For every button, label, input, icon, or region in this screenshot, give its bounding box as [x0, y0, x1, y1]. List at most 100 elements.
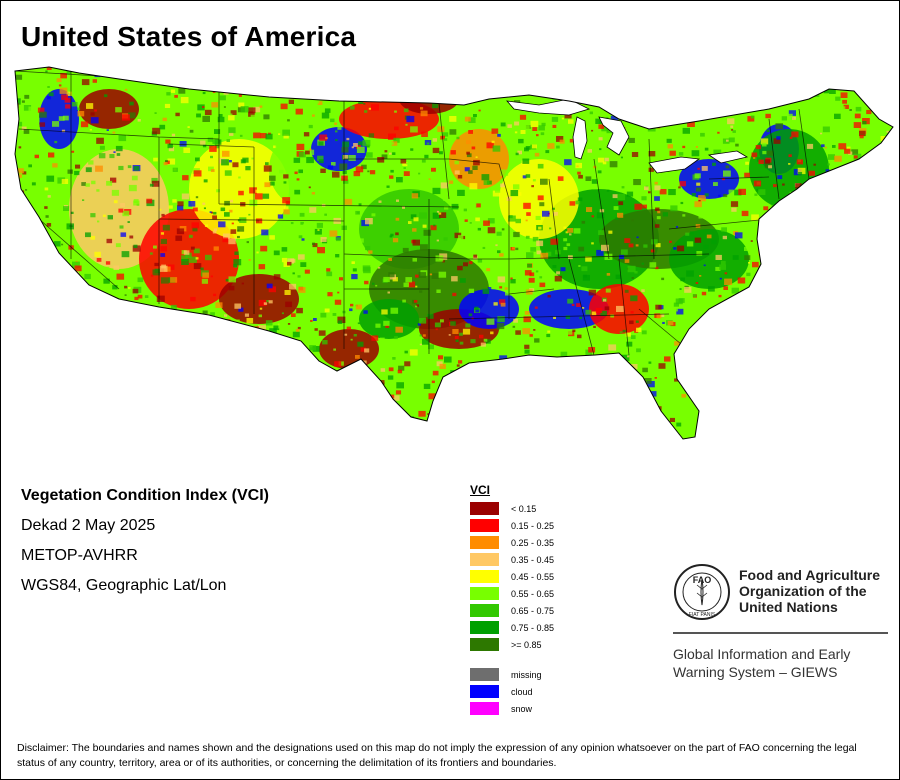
- vci-pixel: [407, 281, 416, 288]
- vci-pixel: [674, 341, 680, 346]
- vci-pixel: [189, 256, 197, 263]
- vci-pixel: [47, 441, 54, 446]
- vci-pixel: [159, 265, 168, 272]
- vci-pixel: [499, 299, 506, 305]
- vci-pixel: [630, 84, 635, 88]
- vci-pixel: [25, 189, 28, 191]
- vci-pixel: [730, 201, 739, 207]
- vci-pixel: [248, 259, 251, 261]
- vci-pixel: [737, 428, 740, 432]
- vci-pixel: [225, 278, 229, 282]
- vci-pixel: [626, 341, 633, 347]
- vci-pixel: [525, 219, 528, 222]
- vci-pixel: [589, 399, 597, 406]
- vci-pixel: [622, 363, 628, 368]
- vci-pixel: [204, 224, 209, 227]
- vci-pixel: [306, 156, 314, 164]
- vci-pixel: [202, 63, 206, 66]
- vci-pixel: [878, 398, 886, 405]
- vci-pixel: [459, 341, 464, 345]
- vci-pixel: [831, 251, 839, 258]
- vci-pixel: [427, 387, 435, 393]
- vci-pixel: [404, 361, 411, 367]
- vci-pixel: [383, 320, 390, 326]
- vci-pixel: [336, 237, 341, 242]
- vci-pixel: [761, 142, 767, 147]
- vci-pixel: [30, 350, 37, 356]
- vci-pixel: [187, 309, 191, 312]
- vci-pixel: [397, 369, 403, 374]
- vci-pixel: [477, 227, 481, 231]
- vci-pixel: [842, 274, 845, 277]
- vci-pixel: [432, 138, 437, 142]
- vci-pixel: [167, 264, 175, 270]
- vci-pixel: [844, 231, 849, 236]
- vci-pixel: [59, 87, 68, 94]
- vci-pixel: [640, 113, 649, 120]
- vci-pixel: [388, 272, 395, 278]
- vci-pixel: [161, 67, 164, 70]
- vci-pixel: [278, 345, 283, 349]
- vci-pixel: [841, 359, 846, 362]
- vci-pixel: [72, 319, 79, 325]
- vci-pixel: [171, 304, 177, 310]
- vci-pixel: [793, 73, 802, 80]
- vci-pixel: [470, 339, 476, 344]
- vci-pixel: [302, 294, 306, 297]
- vci-pixel: [333, 412, 341, 419]
- vci-pixel: [699, 384, 706, 390]
- vci-pixel: [263, 165, 272, 172]
- vci-pixel: [550, 71, 558, 79]
- vci-pixel: [525, 146, 531, 150]
- vci-pixel: [200, 267, 204, 271]
- vci-pixel: [349, 308, 353, 312]
- giews-line: Global Information and Early: [673, 646, 851, 662]
- vci-pixel: [545, 362, 551, 367]
- vci-pixel: [239, 134, 243, 137]
- vci-pixel: [389, 175, 394, 179]
- vci-pixel: [701, 291, 707, 296]
- vci-pixel: [754, 193, 758, 196]
- vci-pixel: [290, 222, 294, 225]
- vci-pixel: [483, 412, 487, 416]
- vci-pixel: [74, 170, 80, 176]
- vci-pixel: [403, 167, 406, 169]
- vci-pixel: [600, 433, 606, 438]
- vci-pixel: [760, 138, 769, 145]
- vci-pixel: [291, 313, 296, 317]
- vci-pixel: [222, 349, 229, 355]
- vci-pixel: [55, 390, 62, 397]
- vci-pixel: [332, 313, 337, 316]
- vci-pixel: [729, 95, 735, 101]
- vci-pixel: [90, 235, 96, 240]
- vci-pixel: [805, 336, 807, 338]
- vci-pixel: [516, 192, 522, 196]
- vci-pixel: [243, 430, 246, 432]
- vci-pixel: [728, 312, 735, 318]
- vci-pixel: [223, 233, 230, 239]
- vci-pixel: [156, 295, 165, 302]
- vci-pixel: [237, 235, 240, 239]
- vci-pixel: [50, 329, 57, 335]
- vci-pixel: [695, 355, 703, 361]
- vci-pixel: [380, 337, 385, 342]
- vci-pixel: [439, 88, 443, 91]
- vci-pixel: [470, 364, 477, 369]
- vci-pixel: [724, 439, 728, 442]
- vci-pixel: [338, 207, 342, 210]
- vci-pixel: [26, 307, 35, 314]
- vci-pixel: [99, 145, 105, 150]
- vci-pixel: [329, 417, 334, 422]
- vci-pixel: [701, 364, 707, 369]
- vci-pixel: [560, 77, 566, 82]
- vci-pixel: [857, 253, 863, 258]
- vci-pixel: [162, 224, 170, 231]
- vci-pixel: [96, 137, 104, 144]
- vci-pixel: [862, 121, 867, 125]
- vci-pixel: [19, 428, 23, 431]
- vci-pixel: [62, 115, 69, 121]
- vci-pixel: [104, 94, 108, 98]
- vci-pixel: [424, 68, 432, 75]
- vci-pixel: [763, 88, 769, 93]
- vci-pixel: [23, 427, 31, 434]
